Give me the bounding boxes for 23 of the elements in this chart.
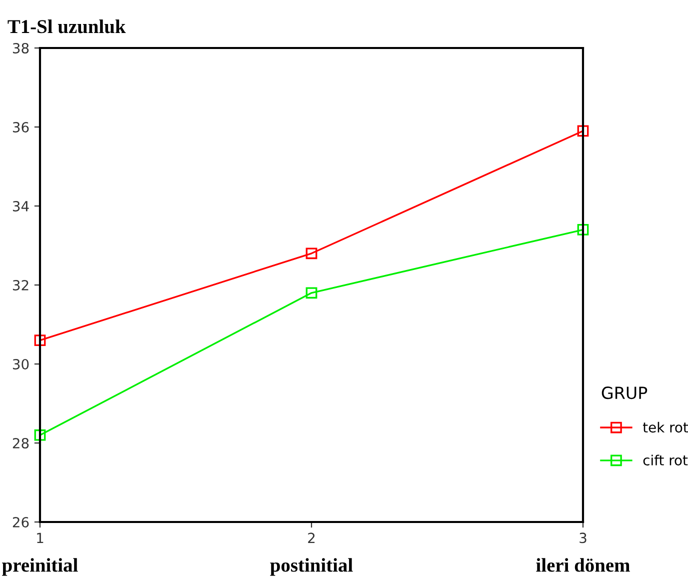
point xyxy=(34,334,46,346)
x-tick-label: 3 xyxy=(580,532,586,544)
x-tick-label: 1 xyxy=(37,532,44,543)
legend-label: cift rot xyxy=(643,454,688,466)
y-tick-label: 32 xyxy=(12,280,28,290)
point xyxy=(306,248,318,260)
point xyxy=(577,125,589,137)
y-tick-label: 26 xyxy=(12,516,29,528)
chart-title: T1-Sl uzunluk xyxy=(8,19,126,34)
y-tick-label: 38 xyxy=(12,42,29,54)
text: ileri dönem xyxy=(536,558,630,572)
point xyxy=(577,224,589,236)
text: preinitial xyxy=(2,558,78,576)
point xyxy=(34,429,46,441)
legend-title: GRUP xyxy=(602,386,648,400)
x-tick-label: 2 xyxy=(308,532,315,543)
text: postinitial xyxy=(270,558,353,576)
point xyxy=(306,287,318,299)
y-tick-label: 34 xyxy=(12,200,29,212)
y-tick-label: 30 xyxy=(12,358,29,370)
legend-label: tek rot xyxy=(642,422,688,433)
y-tick-label: 28 xyxy=(12,438,29,448)
y-tick-label: 36 xyxy=(12,122,29,132)
